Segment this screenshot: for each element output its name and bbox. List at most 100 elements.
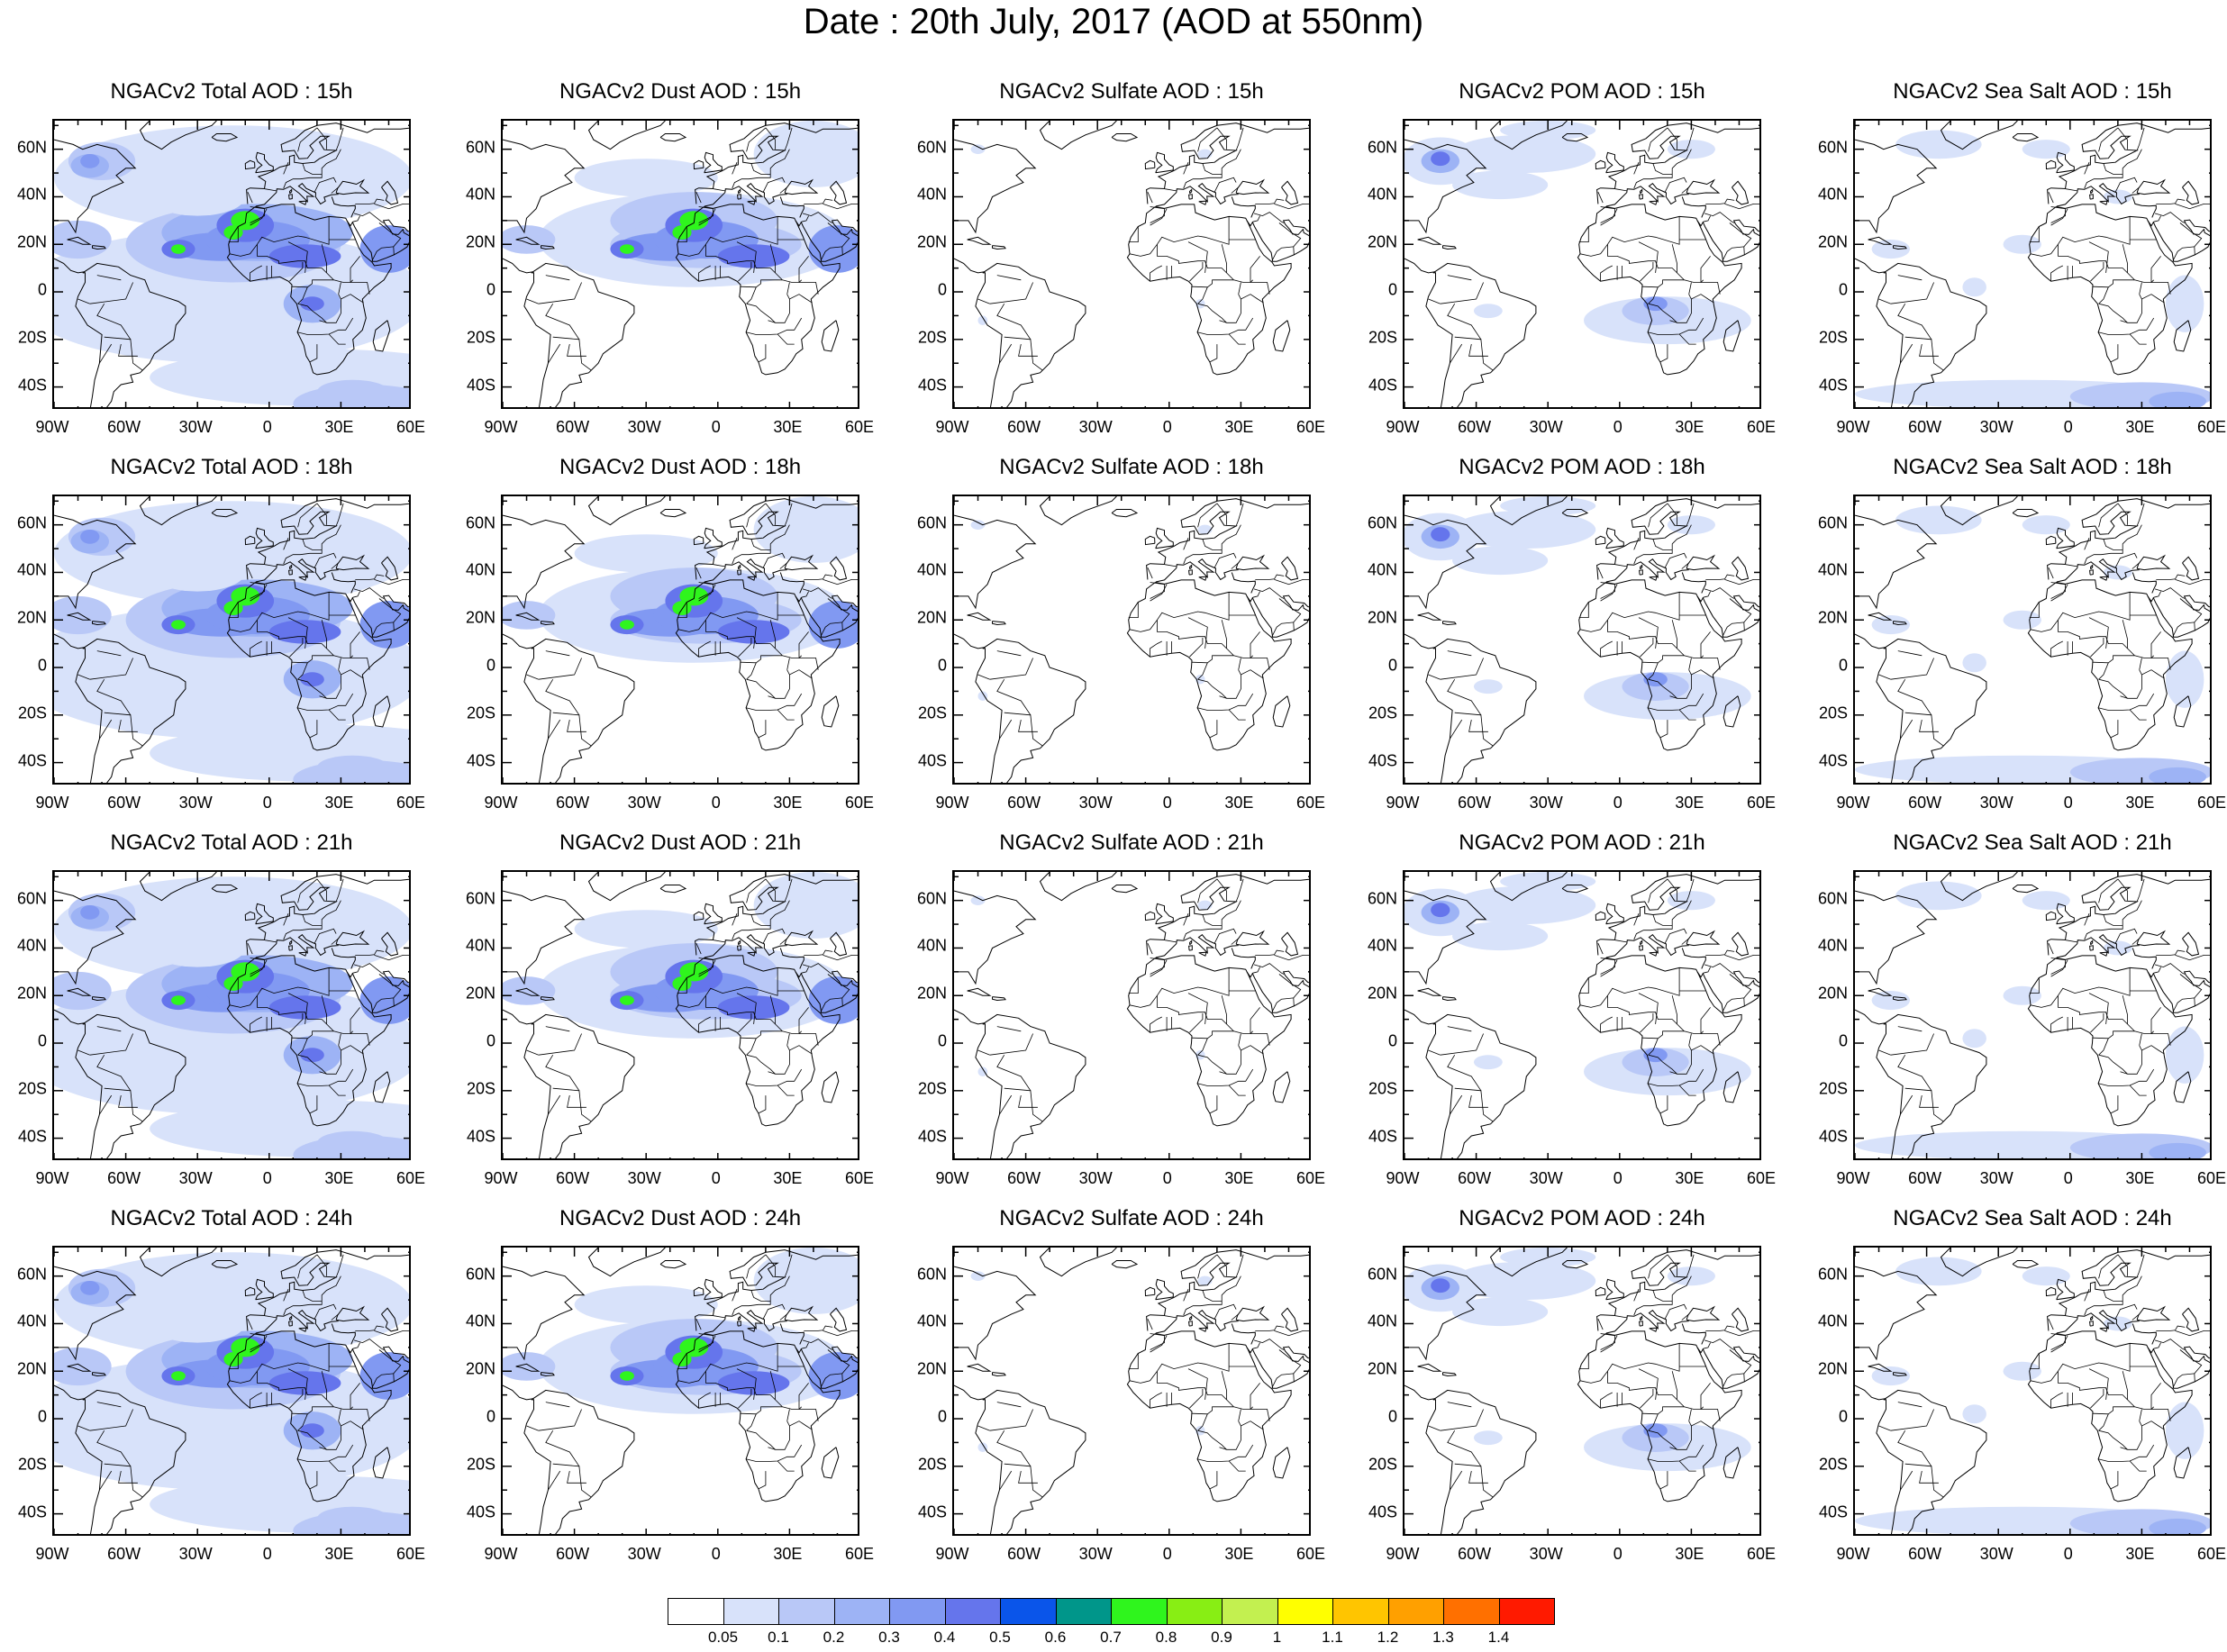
border-line	[2090, 1013, 2104, 1033]
aod-patch	[1871, 1366, 1911, 1386]
border-line	[350, 631, 360, 658]
coastline-europe	[1146, 123, 1309, 204]
coastlines	[54, 1248, 409, 1534]
border-line	[2175, 579, 2210, 585]
border-line	[1688, 1421, 1714, 1430]
aod-patch	[2149, 767, 2207, 783]
border-line	[297, 127, 318, 152]
coastline-blackSea	[1235, 178, 1270, 195]
coastline-southAmerica	[982, 262, 1086, 407]
coastline-arabia	[2152, 219, 2210, 262]
border-line	[823, 955, 858, 961]
coastline-europe	[246, 1249, 409, 1331]
colorbar-label: 1.3	[1432, 1629, 1454, 1646]
coastlines	[1855, 496, 2210, 783]
coastline-africa	[675, 204, 841, 376]
border-line	[698, 206, 714, 223]
map-plot	[1404, 872, 1759, 1158]
coastline-africa	[1577, 955, 1742, 1127]
border-line	[1900, 1470, 1913, 1491]
aod-shading	[54, 876, 409, 1158]
border-line	[2030, 216, 2131, 257]
coastline-southAmerica	[82, 1389, 186, 1534]
coastline-blackSea	[784, 1305, 819, 1322]
border-line	[2110, 344, 2119, 363]
coastline-caspian	[381, 1307, 399, 1332]
coastline-madagascar	[1723, 695, 1741, 728]
coastline-sicily	[1198, 576, 1207, 581]
aod-patch	[970, 144, 986, 154]
border-line	[1428, 298, 1441, 304]
coastline-sardinia	[1639, 569, 1643, 576]
country-borders	[526, 127, 858, 371]
country-borders	[1428, 503, 1759, 747]
map-panel: NGACv2 POM AOD : 24h 90W 60W 30W 0 30E 60E 60N 4…	[1368, 1206, 1776, 1572]
coastline-sardinia	[288, 569, 293, 576]
coastline-southAmericaWest	[75, 648, 103, 783]
border-line	[1614, 939, 1627, 943]
coastline-southAmericaWest	[975, 272, 1003, 407]
lon-tick-label: 0	[711, 1169, 721, 1187]
aod-patch	[150, 177, 246, 216]
border-line	[777, 333, 795, 345]
lon-tick-label: 60E	[1746, 1545, 1777, 1563]
lat-tick-label: 0	[1838, 656, 1848, 675]
lon-tick-label: 60W	[556, 1169, 590, 1187]
border-line	[1447, 1054, 1482, 1092]
border-line	[736, 1368, 757, 1400]
lat-tick-label: 60N	[16, 1265, 47, 1284]
lon-tick-label: 30W	[1529, 1545, 1563, 1563]
lon-tick-label: 60E	[2196, 1169, 2227, 1187]
lat-tick-label: 60N	[916, 138, 947, 157]
coastline-northAmerica	[954, 1266, 1037, 1361]
coastline-hispaniola	[1442, 245, 1457, 250]
coastline-sardinia	[2089, 569, 2094, 576]
lat-tick-label: 20N	[1817, 1359, 1848, 1378]
border-line	[338, 1045, 364, 1055]
border-line	[1004, 336, 1043, 371]
lat-tick-label: 60N	[916, 889, 947, 908]
axis-ticks	[503, 872, 858, 1158]
lat-tick-label: 20N	[16, 984, 47, 1003]
border-line	[250, 208, 268, 226]
border-line	[1919, 720, 1939, 732]
coastline-greenland	[1940, 1248, 2018, 1277]
coastline-caspian	[2182, 180, 2200, 205]
border-line	[567, 720, 586, 732]
border-line	[2084, 900, 2142, 940]
coastline-europe	[695, 874, 858, 956]
border-line	[2110, 1471, 2119, 1490]
border-line	[1669, 1071, 1677, 1075]
border-line	[1705, 949, 1735, 956]
border-line	[2092, 655, 2135, 664]
lat-tick-label: 40N	[916, 1312, 947, 1330]
border-line	[2090, 1389, 2104, 1409]
border-line	[2088, 241, 2109, 273]
border-line	[287, 617, 308, 649]
coastline-africa	[675, 579, 841, 751]
border-line	[798, 1383, 809, 1410]
coastline-centralAmerica	[1404, 258, 1436, 274]
lat-tick-label: 0	[37, 1031, 47, 1050]
border-line	[1633, 1275, 1692, 1316]
coastline-southAmericaWest	[1876, 1399, 1904, 1534]
border-line	[740, 1406, 783, 1415]
coastline-corsica	[2090, 188, 2094, 195]
coastline-sinai	[2147, 971, 2155, 978]
coastline-corsica	[1640, 1315, 1643, 1321]
border-line	[1700, 1007, 1711, 1034]
aod-patch	[1452, 1261, 1596, 1301]
coastline-britain	[704, 527, 723, 549]
border-line	[1250, 1033, 1270, 1046]
coastline-corsica	[289, 188, 293, 195]
coastline-southAmerica	[1432, 638, 1537, 783]
lon-tick-label: 60E	[395, 1545, 426, 1563]
aod-patch	[2165, 275, 2204, 332]
border-line	[804, 574, 833, 580]
coastline-sinai	[1696, 595, 1704, 603]
border-line	[1688, 282, 1692, 295]
coastline-southAmerica	[531, 638, 635, 783]
border-line	[801, 215, 809, 222]
border-line	[1664, 552, 1687, 568]
axis-ticks	[54, 872, 409, 1158]
